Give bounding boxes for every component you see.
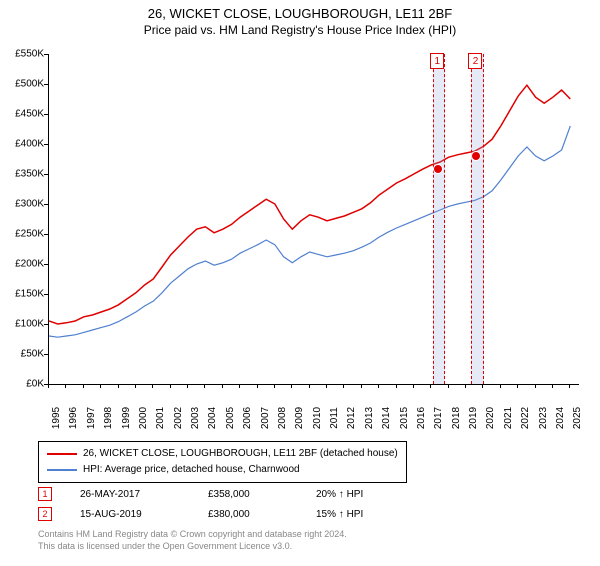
x-tick-label: 2001 (155, 407, 166, 429)
y-tick-label: £400K (0, 139, 44, 150)
x-tick-label: 2007 (260, 407, 271, 429)
x-tick-label: 2003 (190, 407, 201, 429)
legend-label: HPI: Average price, detached house, Char… (83, 462, 300, 478)
y-tick-label: £50K (0, 349, 44, 360)
chart-svg (49, 54, 579, 384)
y-tick-label: £350K (0, 169, 44, 180)
x-tick-label: 2022 (520, 407, 531, 429)
sale-row: 1 26-MAY-2017 £358,000 20% ↑ HPI (38, 484, 363, 504)
y-tick-label: £550K (0, 49, 44, 60)
y-tick-label: £200K (0, 259, 44, 270)
x-tick-label: 2021 (503, 407, 514, 429)
x-tick-label: 2008 (277, 407, 288, 429)
sale-number-box: 2 (38, 507, 52, 521)
x-tick-label: 2019 (468, 407, 479, 429)
legend-item: HPI: Average price, detached house, Char… (47, 462, 398, 478)
x-tick-label: 2017 (433, 407, 444, 429)
sale-row: 2 15-AUG-2019 £380,000 15% ↑ HPI (38, 504, 363, 524)
title-line-2: Price paid vs. HM Land Registry's House … (0, 23, 600, 37)
legend-label: 26, WICKET CLOSE, LOUGHBOROUGH, LE11 2BF… (83, 446, 398, 462)
sale-price: £358,000 (208, 489, 288, 500)
footnote-line-1: Contains HM Land Registry data © Crown c… (38, 528, 347, 540)
y-tick-label: £100K (0, 319, 44, 330)
x-tick-label: 1998 (103, 407, 114, 429)
x-tick-label: 2016 (416, 407, 427, 429)
x-tick-label: 2024 (555, 407, 566, 429)
x-tick-label: 2004 (207, 407, 218, 429)
x-tick-label: 2010 (312, 407, 323, 429)
x-tick-label: 2023 (538, 407, 549, 429)
sale-date: 15-AUG-2019 (80, 509, 180, 520)
x-tick-label: 2015 (399, 407, 410, 429)
legend-swatch (47, 453, 77, 455)
x-tick-label: 2009 (294, 407, 305, 429)
x-tick-label: 1999 (121, 407, 132, 429)
y-tick-label: £500K (0, 79, 44, 90)
footnote: Contains HM Land Registry data © Crown c… (38, 528, 347, 552)
sale-vs-hpi: 15% ↑ HPI (316, 509, 363, 520)
sale-marker-label: 1 (430, 53, 444, 69)
y-tick-label: £150K (0, 289, 44, 300)
x-tick-label: 2018 (451, 407, 462, 429)
series-line (49, 85, 570, 324)
x-tick-label: 2012 (346, 407, 357, 429)
x-tick-label: 2002 (173, 407, 184, 429)
x-tick-label: 2025 (572, 407, 583, 429)
sale-date: 26-MAY-2017 (80, 489, 180, 500)
y-tick-label: £300K (0, 199, 44, 210)
x-tick-label: 2006 (242, 407, 253, 429)
x-tick-label: 1995 (51, 407, 62, 429)
chart-container: 26, WICKET CLOSE, LOUGHBOROUGH, LE11 2BF… (0, 6, 600, 566)
legend: 26, WICKET CLOSE, LOUGHBOROUGH, LE11 2BF… (38, 441, 407, 483)
plot-area (48, 54, 579, 385)
sale-price: £380,000 (208, 509, 288, 520)
y-tick-label: £0K (0, 379, 44, 390)
x-tick-label: 2020 (485, 407, 496, 429)
sale-dot (433, 164, 443, 174)
legend-item: 26, WICKET CLOSE, LOUGHBOROUGH, LE11 2BF… (47, 446, 398, 462)
y-tick-label: £250K (0, 229, 44, 240)
sales-table: 1 26-MAY-2017 £358,000 20% ↑ HPI 2 15-AUG-201… (38, 484, 363, 524)
sale-marker-label: 2 (468, 53, 482, 69)
legend-swatch (47, 469, 77, 471)
x-tick-label: 2000 (138, 407, 149, 429)
title-line-1: 26, WICKET CLOSE, LOUGHBOROUGH, LE11 2BF (0, 6, 600, 21)
x-tick-label: 2014 (381, 407, 392, 429)
sale-number-box: 1 (38, 487, 52, 501)
x-tick-label: 2011 (329, 407, 340, 429)
sale-dot (471, 151, 481, 161)
sale-vs-hpi: 20% ↑ HPI (316, 489, 363, 500)
series-line (49, 126, 570, 337)
x-tick-label: 2013 (364, 407, 375, 429)
x-tick-label: 2005 (225, 407, 236, 429)
sale-band (433, 54, 445, 384)
y-tick-label: £450K (0, 109, 44, 120)
sale-band (471, 54, 483, 384)
x-tick-label: 1996 (68, 407, 79, 429)
footnote-line-2: This data is licensed under the Open Gov… (38, 540, 347, 552)
x-tick-label: 1997 (86, 407, 97, 429)
